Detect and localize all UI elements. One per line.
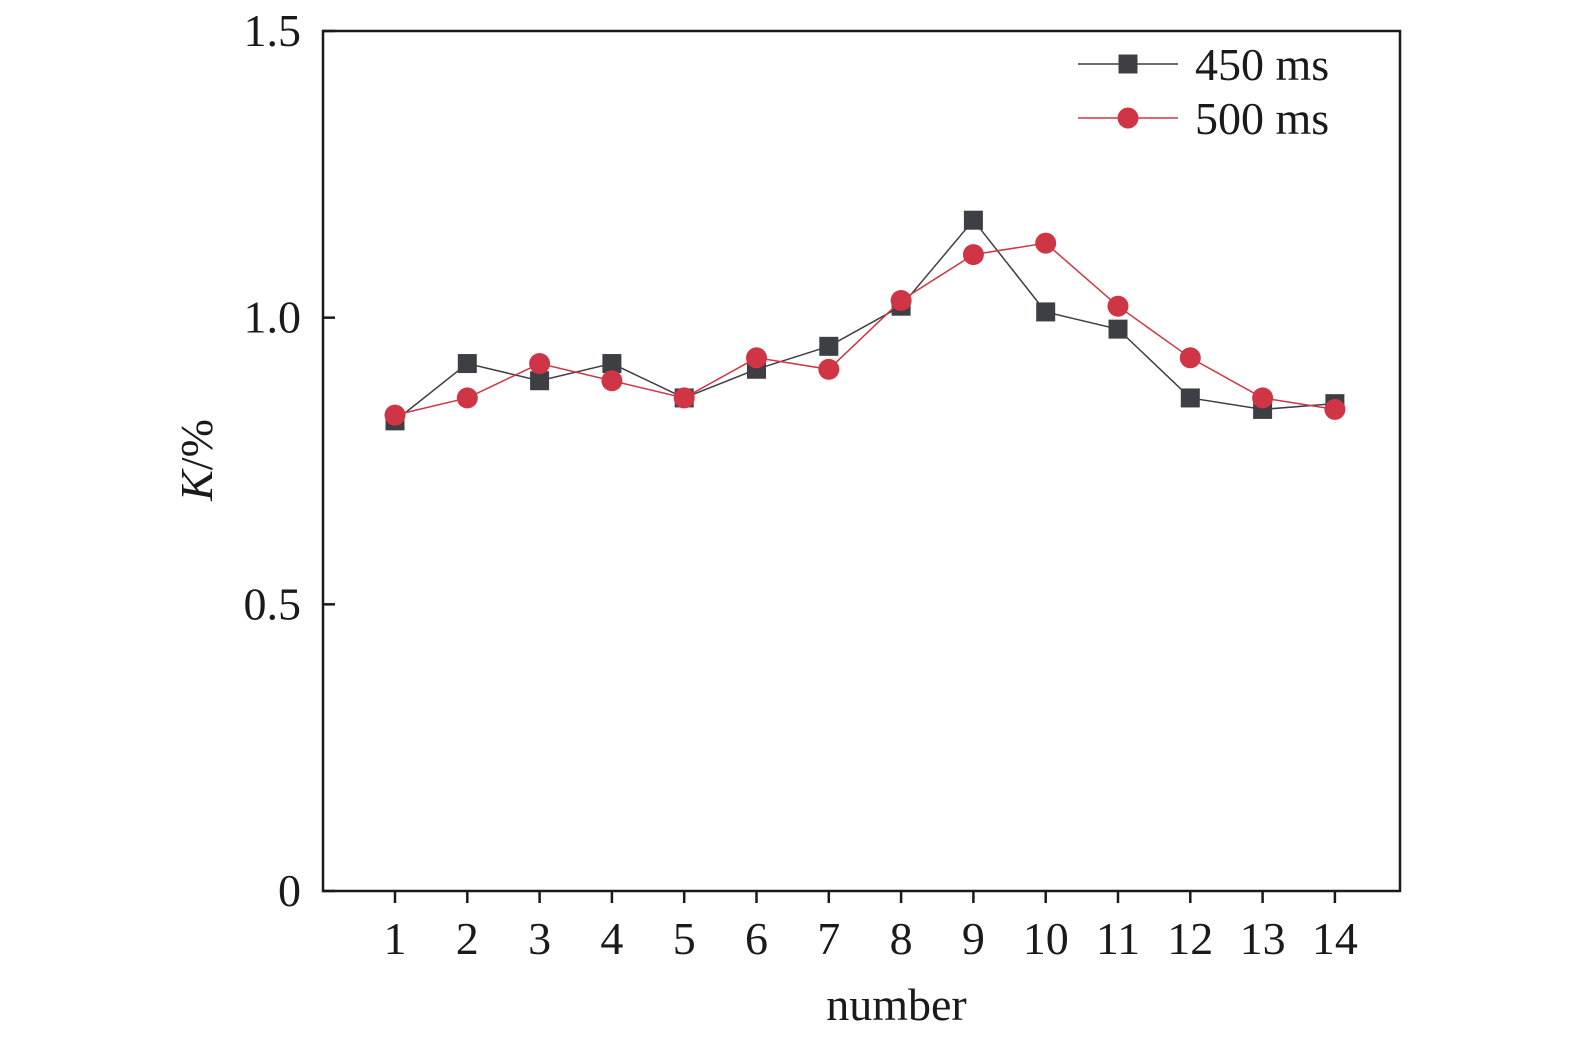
legend-marker <box>1118 54 1138 74</box>
series-1 <box>384 232 1346 426</box>
y-axis-unit: /% <box>171 419 222 470</box>
x-axis-title: number <box>826 979 967 1030</box>
x-tick-label: 13 <box>1240 913 1286 964</box>
x-tick-label: 4 <box>600 913 623 964</box>
series-line <box>394 242 1336 416</box>
data-point <box>1035 232 1057 254</box>
data-point <box>530 371 550 391</box>
x-tick-label: 11 <box>1096 913 1140 964</box>
data-point <box>456 387 478 409</box>
y-tick-label: 1.0 <box>244 292 302 343</box>
data-point <box>457 354 477 374</box>
data-point <box>746 347 767 369</box>
x-tick-label: 10 <box>1023 913 1069 964</box>
x-tick-label: 12 <box>1167 913 1213 964</box>
legend-label: 450 ms <box>1195 39 1329 90</box>
data-point <box>1036 302 1056 322</box>
x-tick-label: 8 <box>890 913 913 964</box>
data-point <box>1107 295 1129 317</box>
data-point <box>1108 319 1128 339</box>
data-point <box>384 404 406 426</box>
data-point <box>1324 398 1346 420</box>
data-point <box>1180 388 1200 408</box>
x-tick-label: 2 <box>456 913 479 964</box>
legend-item: 500 ms <box>1078 93 1329 144</box>
ticks-layer <box>323 29 1337 903</box>
legend-item: 450 ms <box>1078 39 1329 90</box>
data-point <box>601 370 623 392</box>
plot-frame <box>321 29 1402 893</box>
data-point <box>602 354 622 374</box>
x-tick-label: 1 <box>384 913 407 964</box>
y-tick-label: 0.5 <box>244 578 302 629</box>
legend-label: 500 ms <box>1195 93 1329 144</box>
series-layer <box>384 210 1346 431</box>
data-point <box>673 387 695 409</box>
data-point <box>1252 387 1274 409</box>
data-point <box>962 244 984 266</box>
data-point <box>818 358 840 380</box>
y-axis-title: K/% <box>171 419 222 502</box>
x-tick-label: 7 <box>817 913 840 964</box>
x-tick-label: 9 <box>962 913 985 964</box>
data-point <box>819 336 839 356</box>
series-0 <box>385 210 1345 431</box>
data-point <box>1179 347 1201 369</box>
y-tick-label: 0 <box>278 865 301 916</box>
x-tick-label: 3 <box>528 913 551 964</box>
series-line <box>394 219 1335 422</box>
legend-marker <box>1117 107 1139 129</box>
data-point <box>963 210 983 230</box>
y-tick-label: 1.5 <box>244 5 302 56</box>
data-point <box>529 353 551 375</box>
x-tick-label: 5 <box>673 913 696 964</box>
x-tick-label: 6 <box>745 913 768 964</box>
y-axis-symbol: K <box>171 468 222 502</box>
x-tick-label: 14 <box>1312 913 1358 964</box>
data-point <box>890 289 912 311</box>
